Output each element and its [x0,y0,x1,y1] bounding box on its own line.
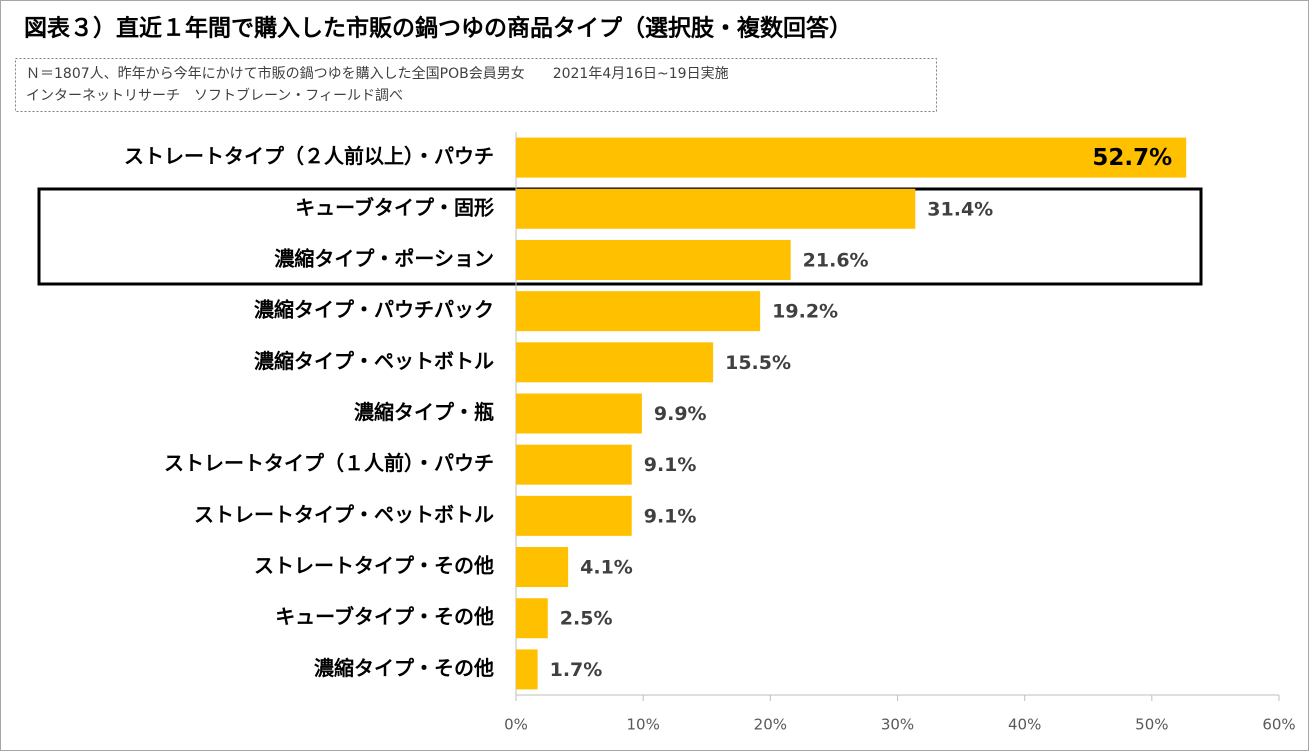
chart-title: 図表３）直近１年間で購入した市販の鍋つゆの商品タイプ（選択肢・複数回答） [24,15,852,42]
y-tick-label: キューブタイプ・固形 [295,195,494,219]
y-tick-label: ストレートタイプ（２人前以上）・パウチ [124,144,494,168]
x-tick-label: 60% [1262,716,1295,734]
value-label: 9.9% [654,403,707,425]
x-tick-label: 30% [881,716,914,734]
bar [516,444,632,485]
value-label: 9.1% [644,505,697,527]
y-tick-label: ストレートタイプ・ペットボトル [194,502,494,526]
x-tick-label: 50% [1135,716,1168,734]
bar [516,547,569,588]
y-tick-label: キューブタイプ・その他 [275,605,494,629]
bar [516,239,791,280]
value-label: 4.1% [580,557,633,579]
y-tick-label: ストレートタイプ（１人前）・パウチ [164,451,494,475]
y-tick-label: 濃縮タイプ・パウチパック [254,298,494,322]
bar [516,137,1187,178]
value-label: 9.1% [644,454,697,476]
bar [516,495,632,536]
value-label: 15.5% [725,352,791,374]
y-tick-label: 濃縮タイプ・ペットボトル [254,349,494,373]
bar [516,342,714,383]
value-label: 2.5% [560,608,613,630]
subtitle: インターネットリサーチ ソフトブレーン・フィールド調べ [26,87,403,104]
value-label: 1.7% [550,659,603,681]
y-tick-label: 濃縮タイプ・その他 [314,656,494,680]
note-box [15,58,937,112]
y-tick-label: 濃縮タイプ・ポーション [274,246,494,270]
value-label: 19.2% [772,301,838,323]
y-tick-label: 濃縮タイプ・瓶 [354,400,494,424]
y-tick-label: ストレートタイプ・その他 [254,554,494,578]
value-label: 21.6% [803,249,869,271]
x-tick-label: 20% [754,716,787,734]
bar [516,291,761,332]
x-tick-label: 40% [1008,716,1041,734]
subtitle: Ｎ＝1807人、昨年から今年にかけて市販の鍋つゆを購入した全国POB会員男女 2… [26,65,729,82]
value-label: 31.4% [927,198,993,220]
x-tick-label: 10% [626,716,659,734]
value-label: 52.7% [1092,145,1172,171]
x-tick-label: 0% [504,716,528,734]
bar [516,188,916,229]
bar [516,393,642,434]
bar [516,598,548,639]
bar [516,649,538,690]
